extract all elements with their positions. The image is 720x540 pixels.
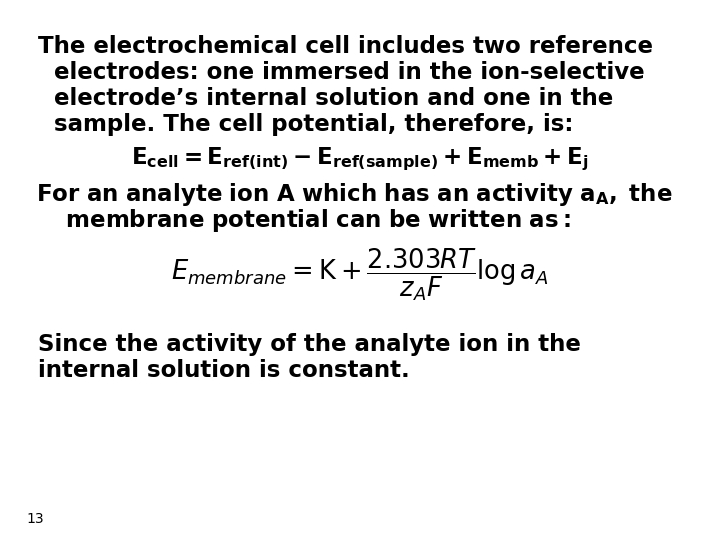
Text: sample. The cell potential, therefore, is:: sample. The cell potential, therefore, i… bbox=[38, 113, 573, 136]
Text: $\mathbf{\ \ \ \ membrane\ potential\ can\ be\ written\ as:}$: $\mathbf{\ \ \ \ membrane\ potential\ ca… bbox=[36, 207, 571, 234]
Text: internal solution is constant.: internal solution is constant. bbox=[38, 359, 410, 382]
Text: The electrochemical cell includes two reference: The electrochemical cell includes two re… bbox=[38, 35, 653, 58]
Text: $E_{membrane} = \mathrm{K} + \dfrac{2.303RT}{z_A F} \log a_A$: $E_{membrane} = \mathrm{K} + \dfrac{2.30… bbox=[171, 247, 549, 303]
Text: 13: 13 bbox=[26, 512, 44, 526]
Text: electrode’s internal solution and one in the: electrode’s internal solution and one in… bbox=[38, 87, 613, 110]
Text: Since the activity of the analyte ion in the: Since the activity of the analyte ion in… bbox=[38, 333, 581, 356]
Text: electrodes: one immersed in the ion-selective: electrodes: one immersed in the ion-sele… bbox=[38, 61, 644, 84]
Text: $\mathbf{E_{cell} = E_{ref(int)} - E_{ref(sample)} + E_{memb} + E_j}$: $\mathbf{E_{cell} = E_{ref(int)} - E_{re… bbox=[131, 145, 589, 173]
Text: $\mathbf{For\ an\ analyte\ ion\ A\ which\ has\ an\ activity\ a_A,\ the}$: $\mathbf{For\ an\ analyte\ ion\ A\ which… bbox=[36, 181, 672, 208]
